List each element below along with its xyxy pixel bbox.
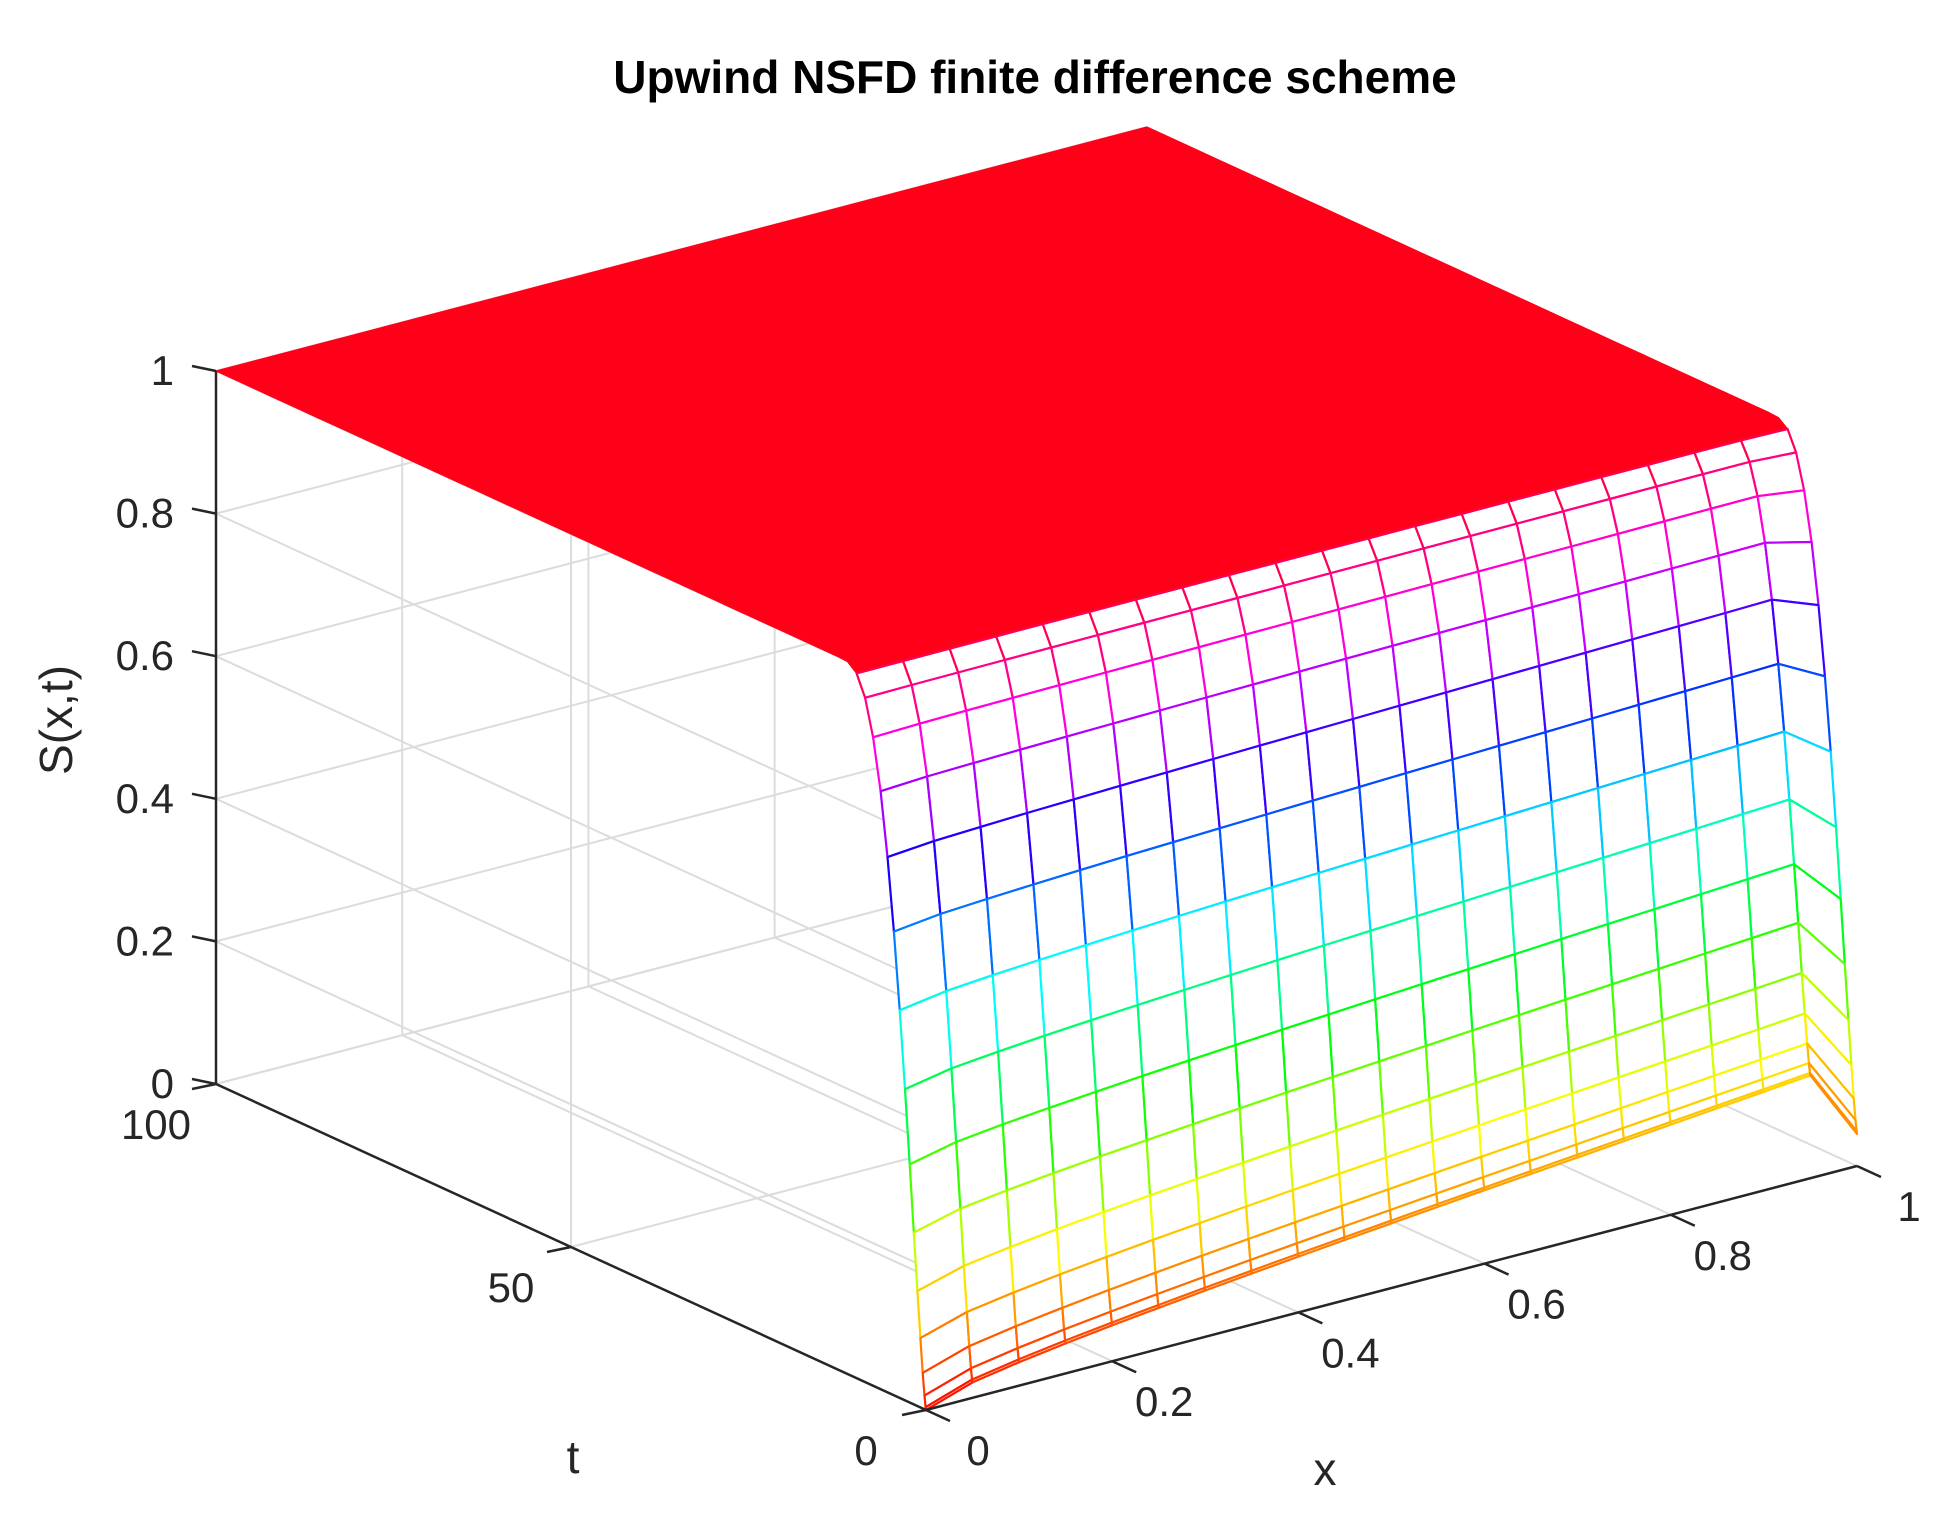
z-tick — [191, 649, 217, 658]
surface-cell — [1125, 841, 1181, 932]
x-tick-label: 1 — [1897, 1183, 1920, 1230]
x-axis-label: x — [1314, 1443, 1337, 1495]
surface-cell — [1756, 489, 1813, 544]
x-tick-label: 0.2 — [1135, 1378, 1193, 1425]
x-tick — [925, 1408, 951, 1423]
t-tick — [546, 1245, 572, 1254]
t-tick — [191, 1082, 217, 1091]
x-tick — [1111, 1360, 1137, 1374]
surface-cell — [1763, 540, 1820, 607]
x-tick — [1484, 1262, 1510, 1276]
t-tick-label: 100 — [121, 1101, 191, 1148]
z-tick — [191, 935, 217, 943]
z-tick-label: 0.2 — [116, 917, 174, 964]
x-tick-label: 0.6 — [1507, 1281, 1565, 1328]
z-axis-label: S(x,t) — [30, 665, 82, 775]
surface-cell — [1218, 813, 1274, 903]
z-tick-label: 0.8 — [116, 490, 174, 537]
axes-labels: Upwind NSFD finite difference scheme x t… — [30, 51, 1921, 1495]
x-tick — [1297, 1311, 1323, 1325]
surface-cell — [1172, 827, 1227, 918]
z-tick-label: 0 — [151, 1060, 174, 1107]
z-tick-label: 1 — [151, 347, 174, 394]
x-axis-line — [925, 1164, 1858, 1412]
x-tick — [1856, 1164, 1882, 1179]
surface-mesh — [215, 126, 1859, 1412]
x-tick-label: 0.4 — [1321, 1329, 1379, 1376]
z-tick-label: 0.4 — [116, 775, 174, 822]
t-tick-label: 0 — [854, 1427, 877, 1474]
chart-title: Upwind NSFD finite difference scheme — [613, 51, 1456, 103]
axes-lines — [191, 364, 1882, 1423]
surface-cell — [1032, 869, 1088, 962]
z-tick — [191, 364, 217, 373]
t-tick — [901, 1408, 927, 1417]
x-tick-label: 0 — [966, 1427, 989, 1474]
surface-cell — [1808, 1071, 1859, 1136]
x-tick-label: 0.8 — [1694, 1232, 1752, 1279]
z-tick — [191, 507, 217, 515]
x-tick — [1670, 1213, 1696, 1227]
z-tick — [191, 1077, 217, 1086]
z-tick-label: 0.6 — [116, 632, 174, 679]
t-axis-label: t — [567, 1431, 580, 1483]
t-tick-label: 50 — [488, 1264, 535, 1311]
z-tick — [191, 792, 217, 801]
